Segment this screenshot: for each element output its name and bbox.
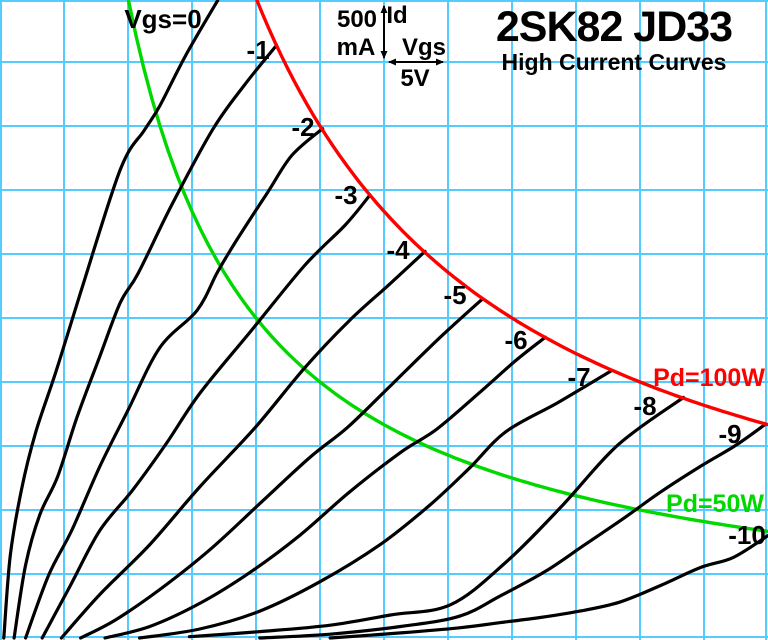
curve-label-vgs-10: -10 [728,520,766,550]
pd-50w-curve [126,0,768,533]
x-scale-value: 5V [400,65,429,92]
curve-label-vgs-4: -4 [386,235,410,265]
curve-vgs-5 [79,297,485,640]
curve-label-vgs-5: -5 [443,280,466,310]
pd-100w-curve [254,0,768,427]
curve-vgs-10 [328,534,768,640]
curve-label-vgs-7: -7 [567,362,590,392]
curve-vgs-8 [187,395,686,639]
y-axis-symbol: Id [386,2,407,29]
curve-vgs-4 [59,249,427,640]
curve-vgs-3 [40,193,372,640]
y-scale-value: 500 [337,6,377,33]
curve-label-vgs-2: -2 [291,112,314,142]
pd-50w-label: Pd=50W [666,490,764,518]
pd-100w-label: Pd=100W [653,364,765,392]
curve-label-vgs-6: -6 [504,325,527,355]
curve-vgs-0 [2,0,220,640]
y-scale-unit: mA [337,34,376,61]
curve-vgs-2 [24,127,325,640]
x-axis-symbol: Vgs [402,34,446,61]
curve-label-vgs-9: -9 [718,419,741,449]
curve-vgs-6 [103,335,547,640]
curve-label-vgs-0: Vgs=0 [124,4,201,34]
curve-label-vgs-8: -8 [633,391,656,421]
curve-label-vgs-1: -1 [246,35,269,65]
curve-vgs-1 [12,43,279,640]
curve-label-vgs-3: -3 [334,180,357,210]
curve-vgs-9 [258,422,767,640]
curve-vgs-7 [137,368,614,640]
